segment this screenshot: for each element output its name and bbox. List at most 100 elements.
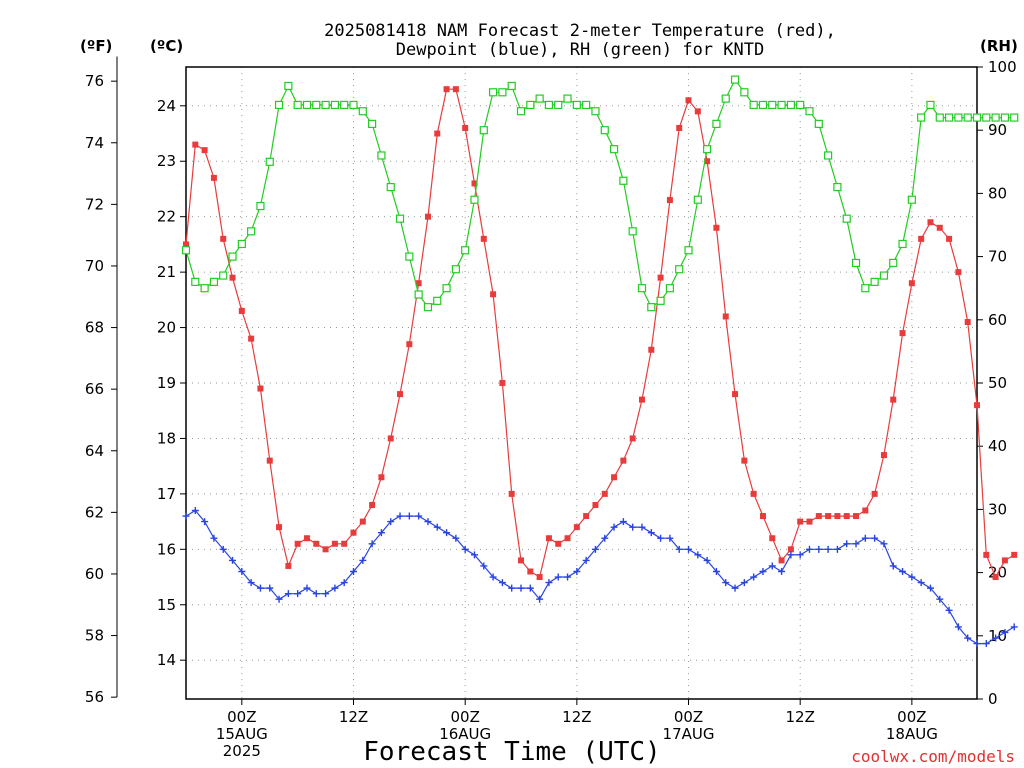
fahrenheit-tick-label: 66 (85, 380, 104, 398)
dewpoint-point (377, 529, 385, 537)
dewpoint-point (796, 551, 804, 559)
dewpoint-point (712, 567, 720, 575)
fahrenheit-tick-label: 56 (85, 688, 104, 706)
dewpoint-point (657, 534, 665, 542)
dewpoint-point (871, 534, 879, 542)
rh-point (619, 176, 628, 185)
temperature-point (694, 108, 701, 115)
time-tick-label: 17AUG (663, 725, 715, 743)
temperature-point (843, 513, 850, 520)
rh-point (554, 100, 563, 110)
dewpoint-point (843, 540, 851, 548)
temperature-point (434, 130, 441, 137)
rh-point (358, 107, 367, 116)
rh-point (972, 113, 982, 122)
rh-point (730, 75, 740, 84)
chart-title-line-1: 2025081418 NAM Forecast 2-meter Temperat… (324, 21, 836, 41)
temperature-point (936, 224, 943, 231)
time-tick-label: 12Z (786, 708, 815, 726)
dewpoint-point (526, 584, 534, 592)
fahrenheit-tick-label: 76 (85, 72, 104, 90)
temperature-point (359, 518, 366, 525)
celsius-tick-label: 18 (157, 429, 176, 447)
rh-point (312, 100, 321, 110)
temperature-point (229, 274, 236, 281)
temperature-point (313, 540, 320, 547)
time-tick-label: 12Z (339, 708, 368, 726)
dewpoint-point (480, 562, 488, 570)
temperature-point (1001, 557, 1008, 564)
rh-point (321, 100, 330, 110)
dewpoint-point (1001, 628, 1009, 636)
temperature-point (704, 158, 711, 165)
temperature-point (573, 524, 580, 531)
temperature-point (564, 535, 571, 542)
temperature-point (983, 551, 990, 558)
temperature-point (210, 174, 217, 181)
temperature-point (918, 235, 925, 242)
celsius-tick-label: 23 (157, 152, 176, 170)
dewpoint-point (191, 507, 199, 515)
grid (186, 67, 977, 699)
rh-point (591, 107, 600, 116)
rh-point (740, 88, 749, 97)
time-tick-label: 12Z (562, 708, 591, 726)
dewpoint-point (740, 579, 748, 587)
temperature-point (611, 474, 618, 481)
time-tick-label: 15AUG (216, 725, 268, 743)
rh-point (200, 284, 209, 293)
rh-point (507, 81, 516, 91)
celsius-tick-label: 19 (157, 374, 176, 392)
dewpoint-point (982, 640, 990, 648)
rh-point (907, 195, 916, 204)
dewpoint-point (415, 512, 423, 520)
dewpoint-point (331, 584, 339, 592)
dewpoint-point (387, 518, 395, 526)
rh-tick-label: 0 (988, 690, 998, 708)
rh-point (395, 214, 405, 223)
temperature-point (927, 219, 934, 226)
temperature-point (276, 524, 283, 531)
rh-point (824, 151, 833, 160)
temperature-point (201, 147, 208, 154)
temperature-point (946, 235, 953, 242)
rh-point (917, 113, 926, 122)
celsius-tick-label: 17 (157, 485, 176, 503)
fahrenheit-tick-label: 70 (85, 257, 104, 275)
dewpoint-point (805, 545, 813, 553)
temperature-point (248, 335, 255, 342)
dewpoint-point (508, 584, 516, 592)
rh-point (451, 265, 460, 274)
rh-point (963, 113, 972, 122)
fahrenheit-unit-label: (ºF) (80, 37, 112, 55)
rh-point (368, 119, 377, 128)
temperature-point (369, 501, 376, 508)
rh-point (861, 284, 870, 293)
rh-point (274, 100, 284, 110)
dewpoint-point (992, 634, 1000, 642)
celsius-tick-label: 14 (157, 651, 176, 669)
rh-point (377, 151, 386, 160)
rh-point (665, 284, 675, 293)
rh-point (405, 252, 414, 261)
temperature-point (378, 474, 385, 481)
dewpoint-point (564, 573, 572, 581)
rh-point (293, 100, 302, 110)
dewpoint-point (461, 545, 469, 553)
rh-point (814, 119, 823, 128)
rh-point (851, 258, 861, 268)
rh-tick-label: 90 (988, 121, 1007, 139)
temperature-point (536, 574, 543, 581)
dewpoint-point (638, 523, 646, 531)
rh-point (340, 100, 349, 110)
temperature-point (713, 224, 720, 231)
rh-point (944, 113, 954, 122)
temperature-point (555, 540, 562, 547)
rh-point (703, 145, 712, 154)
plot-frame (185, 66, 978, 700)
dewpoint-point (238, 567, 246, 575)
dewpoint-point (498, 579, 506, 587)
rh-point (302, 100, 312, 110)
rh-tick-label: 60 (988, 311, 1007, 329)
temperature-point (992, 574, 999, 581)
